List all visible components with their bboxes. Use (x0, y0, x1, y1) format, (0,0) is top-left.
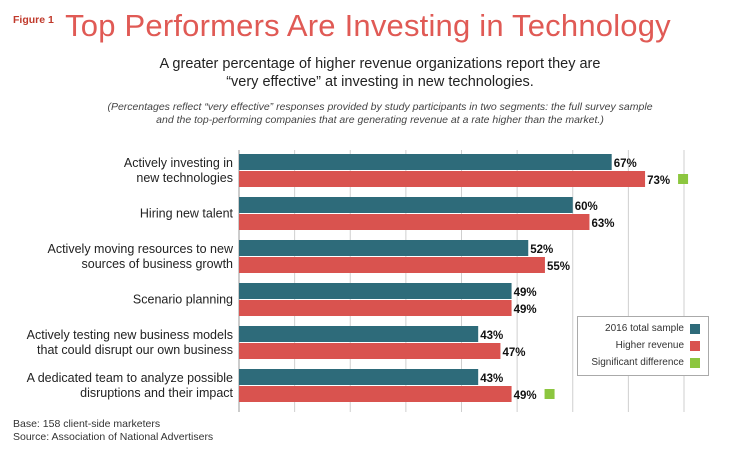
category-label: Actively moving resources to new (48, 242, 234, 256)
chart-footnote: Base: 158 client-side marketers Source: … (13, 418, 213, 444)
subtitle-line-1: A greater percentage of higher revenue o… (159, 56, 601, 72)
chart-note: (Percentages reflect “very effective” re… (40, 101, 720, 127)
bar-higher-revenue (239, 386, 512, 402)
data-label: 73% (647, 175, 670, 187)
note-line-2: and the top-performing companies that ar… (156, 114, 604, 126)
significant-marker (544, 389, 555, 399)
bar-total-sample (239, 240, 529, 256)
category-label: new technologies (136, 171, 233, 185)
bar-higher-revenue (239, 171, 646, 187)
source-line: Source: Association of National Advertis… (13, 431, 214, 443)
data-label: 63% (591, 218, 614, 230)
bar-total-sample (239, 283, 512, 299)
category-label: disruptions and their impact (80, 386, 233, 400)
data-label: 60% (575, 201, 598, 213)
data-label: 49% (514, 304, 537, 316)
category-label: A dedicated team to analyze possible (27, 371, 233, 385)
chart-subtitle: A greater percentage of higher revenue o… (90, 55, 670, 91)
bar-higher-revenue (239, 300, 512, 316)
category-label: that could disrupt our own business (37, 343, 233, 357)
legend-swatch-total (690, 323, 700, 334)
bar-higher-revenue (239, 214, 590, 230)
data-label: 49% (514, 287, 537, 299)
bar-total-sample (239, 197, 573, 213)
data-label: 67% (614, 158, 637, 170)
bar-higher-revenue (239, 257, 545, 273)
category-label: Actively investing in (124, 156, 233, 170)
legend-label-total: 2016 total sample (605, 323, 684, 334)
legend-swatch-higher (690, 340, 700, 351)
subtitle-line-2: “very effective” at investing in new tec… (226, 74, 534, 90)
note-line-1: (Percentages reflect “very effective” re… (107, 101, 653, 113)
legend-item-higher: Higher revenue (616, 340, 700, 351)
data-label: 55% (547, 261, 570, 273)
bar-higher-revenue (239, 343, 501, 359)
legend-label-significant: Significant difference (591, 357, 684, 368)
legend-label-higher: Higher revenue (615, 340, 684, 351)
chart-legend: 2016 total sample Higher revenue Signifi… (577, 316, 709, 376)
significant-marker (678, 174, 689, 184)
data-label: 52% (530, 244, 553, 256)
category-label: Scenario planning (133, 293, 233, 307)
category-label: Hiring new talent (140, 207, 234, 221)
category-label: Actively testing new business models (27, 328, 233, 342)
bar-total-sample (239, 326, 479, 342)
legend-item-total: 2016 total sample (605, 323, 700, 334)
data-label: 43% (480, 330, 503, 342)
figure-label: Figure 1 (13, 14, 54, 26)
legend-item-significant: Significant difference (591, 357, 700, 368)
base-line: Base: 158 client-side marketers (13, 418, 161, 430)
bar-total-sample (239, 154, 612, 170)
legend-swatch-significant (690, 357, 700, 368)
data-label: 43% (480, 373, 503, 385)
data-label: 47% (502, 347, 525, 359)
chart-title: Top Performers Are Investing in Technolo… (65, 8, 671, 43)
data-label: 49% (514, 390, 537, 402)
category-label: sources of business growth (82, 257, 234, 271)
bar-total-sample (239, 369, 479, 385)
